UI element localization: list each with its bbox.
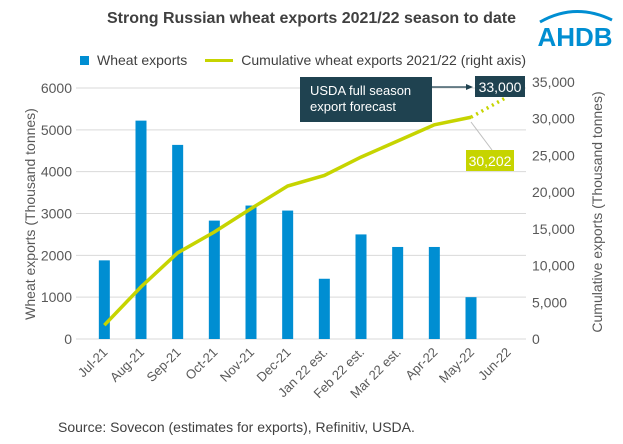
bar-Apr-22 (428, 246, 440, 339)
x-tick-label: Aug-21 (107, 345, 147, 385)
y2-axis-title: Cumulative exports (Thousand tonnes) (589, 91, 605, 332)
bar-Aug-21 (135, 120, 147, 339)
y-tick-label: 2000 (41, 247, 72, 263)
bar-Mar 22 est. (392, 246, 404, 339)
y2-tick-label: 15,000 (532, 221, 575, 237)
x-tick-label: Oct-21 (182, 345, 220, 383)
x-tick-label: Sep-21 (144, 345, 184, 385)
forecast-label: 33,000 (479, 79, 522, 95)
legend-bar-swatch (80, 55, 89, 65)
callout-box (300, 77, 432, 122)
y2-tick-label: 5,000 (532, 294, 567, 310)
bar-Dec-21 (282, 210, 294, 339)
callout-line1: USDA full season (310, 83, 411, 98)
chart-title: Strong Russian wheat exports 2021/22 sea… (106, 10, 517, 27)
bar-May-22 (465, 297, 477, 339)
y2-tick-label: 0 (532, 331, 540, 347)
y-tick-label: 4000 (41, 164, 72, 180)
y2-tick-label: 25,000 (532, 147, 575, 163)
y-tick-label: 3000 (41, 206, 72, 222)
y-tick-label: 6000 (41, 80, 72, 96)
bar-Oct-21 (208, 220, 220, 339)
bar-Feb 22 est. (355, 234, 367, 339)
forecast-dotted-line (470, 95, 509, 119)
bar-Jan 22 est. (318, 278, 330, 339)
y-tick-label: 0 (64, 331, 72, 347)
last-value-box (466, 150, 514, 171)
source-note: Source: Sovecon (estimates for exports),… (58, 419, 415, 435)
y2-tick-label: 30,000 (532, 111, 575, 127)
svg-text:AHDB: AHDB (537, 22, 612, 50)
forecast-label-box (475, 76, 525, 97)
legend: Wheat exports Cumulative wheat exports 2… (80, 52, 526, 68)
y-tick-label: 5000 (41, 122, 72, 138)
y2-tick-label: 20,000 (532, 184, 575, 200)
y2-tick-label: 35,000 (532, 74, 575, 90)
callout-arrowhead (466, 84, 473, 90)
x-tick-label: Nov-21 (217, 345, 257, 385)
bar-Jul-21 (98, 260, 110, 339)
y-tick-label: 1000 (41, 289, 72, 305)
ahdb-logo: AHDB (537, 10, 613, 50)
y-axis-title: Wheat exports (Thousand tonnes) (22, 108, 38, 320)
bar-Sep-21 (172, 144, 184, 339)
y2-tick-label: 10,000 (532, 258, 575, 274)
leader-line (470, 121, 493, 151)
callout-line2: export forecast (310, 99, 396, 114)
x-tick-label: Jul-21 (75, 345, 111, 381)
cumulative-line (103, 115, 472, 327)
last-value-label: 30,202 (469, 153, 512, 169)
bar-Nov-21 (245, 205, 257, 339)
legend-line-swatch (205, 58, 234, 62)
legend-wheat-exports: Wheat exports (97, 52, 188, 68)
legend-cumulative: Cumulative wheat exports 2021/22 (right … (241, 52, 527, 68)
x-tick-label: May-22 (436, 345, 477, 386)
x-tick-label: Jun-22 (475, 345, 514, 384)
x-tick-label: Apr-22 (402, 345, 440, 383)
